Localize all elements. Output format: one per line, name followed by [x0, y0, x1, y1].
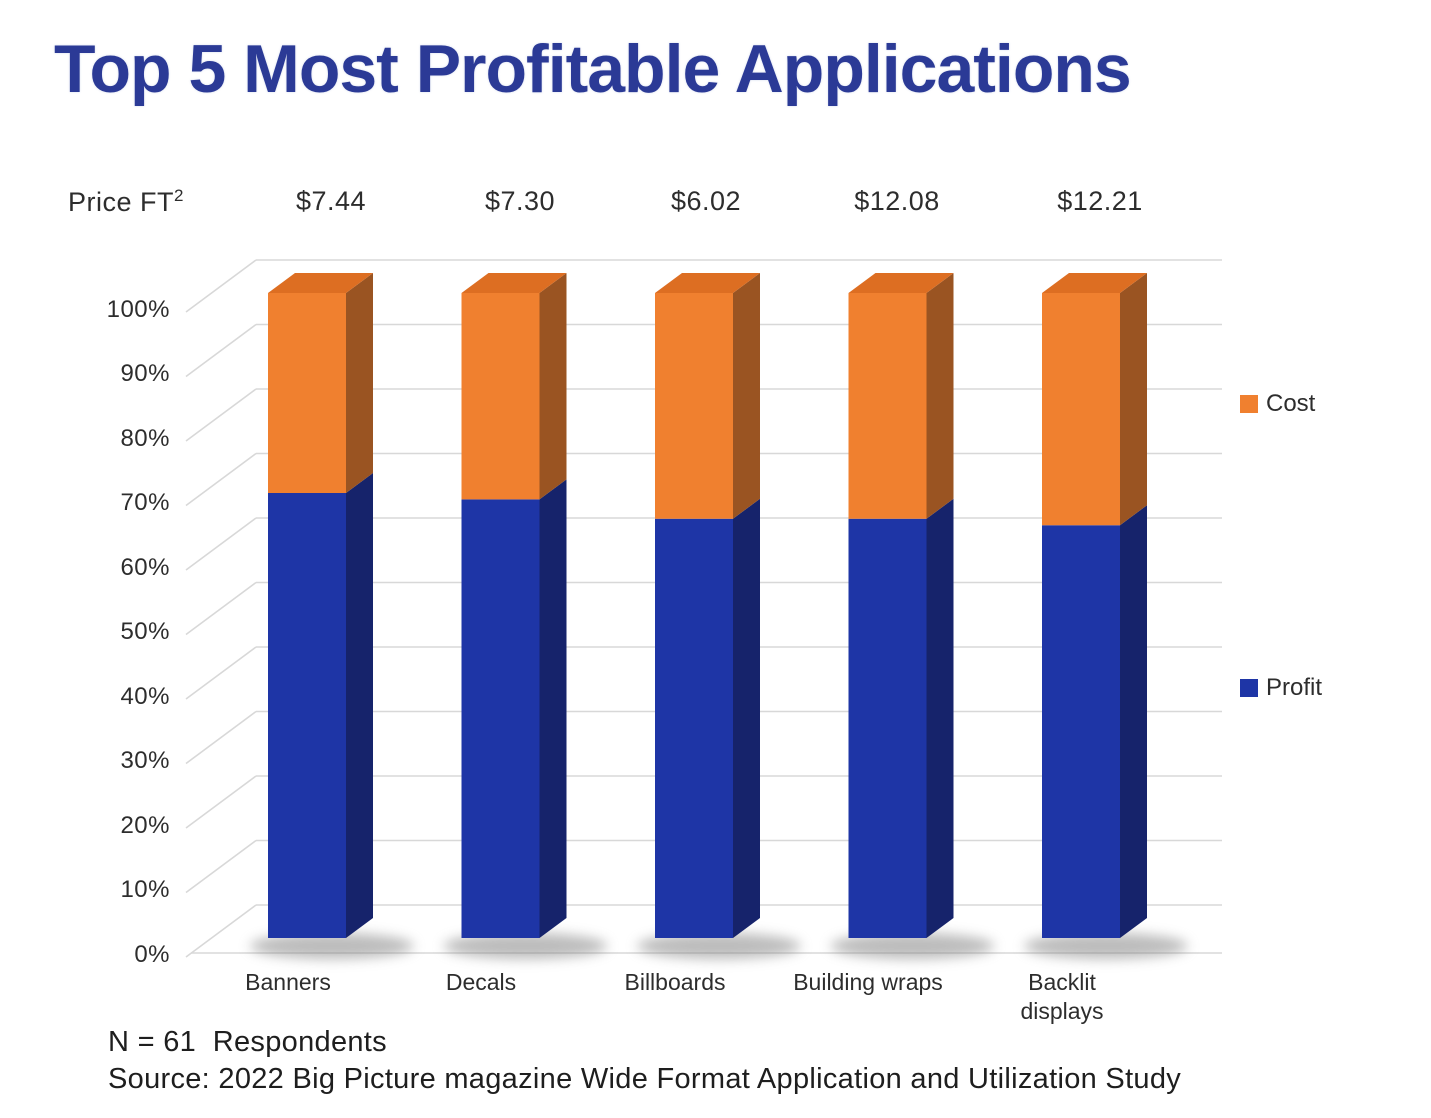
price-value-decals: $7.30 [484, 186, 556, 216]
superscript-2: 2 [174, 186, 184, 205]
y-tick-90: 90% [120, 360, 170, 387]
source-note: Source: 2022 Big Picture magazine Wide F… [108, 1063, 1182, 1095]
price-value-billboards: $6.02 [670, 186, 742, 216]
y-tick-100: 100% [106, 296, 170, 323]
y-tick-70: 70% [120, 489, 170, 516]
price-value-building-wraps: $12.08 [854, 186, 940, 216]
y-tick-80: 80% [120, 425, 170, 452]
respondents-note: N = 61 Respondents [108, 1026, 387, 1058]
legend-swatch-cost [1240, 395, 1258, 413]
price-value-banners: $7.44 [295, 186, 367, 216]
y-tick-10: 10% [120, 876, 170, 903]
chart-title: Top 5 Most Profitable Applications [54, 31, 1132, 107]
category-label-backlit-displays: Backlit displays [1020, 969, 1104, 1024]
bar-decals [461, 273, 567, 938]
category-label-banners: Banners [245, 969, 331, 995]
bars [268, 273, 1147, 938]
y-tick-20: 20% [120, 812, 170, 839]
bar-banners [268, 273, 373, 938]
legend-label-profit: Profit [1266, 674, 1323, 701]
bar-billboards [655, 273, 760, 938]
category-label-billboards: Billboards [624, 969, 726, 995]
legend-swatch-profit [1240, 679, 1258, 697]
category-label-decals: Decals [445, 969, 517, 995]
bar-backlit-displays [1042, 273, 1147, 938]
y-tick-30: 30% [120, 747, 170, 774]
y-tick-40: 40% [120, 683, 170, 710]
legend-label-cost: Cost [1266, 390, 1316, 417]
bar-building-wraps [848, 273, 954, 938]
y-tick-50: 50% [120, 618, 170, 645]
y-tick-60: 60% [120, 554, 170, 581]
category-label-building-wraps: Building wraps [793, 969, 943, 995]
y-tick-0: 0% [134, 941, 170, 968]
bar-shadows [250, 933, 1188, 959]
price-per-sqft-label: Price FT2 [68, 186, 184, 217]
price-value-backlit-displays: $12.21 [1057, 186, 1143, 216]
